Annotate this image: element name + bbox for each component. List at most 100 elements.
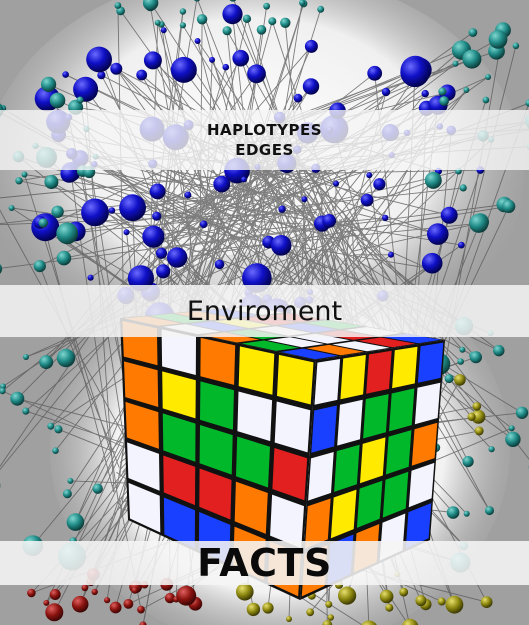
- network-node: [512, 42, 520, 50]
- network-node: [302, 78, 320, 95]
- network-node: [485, 506, 494, 516]
- network-node: [54, 425, 63, 434]
- network-node: [474, 426, 484, 436]
- network-node: [452, 60, 459, 67]
- cube-sticker: [200, 381, 234, 430]
- network-node: [488, 30, 508, 49]
- network-node: [33, 260, 46, 273]
- network-node: [439, 96, 449, 106]
- cube-sticker: [267, 337, 325, 348]
- network-node: [256, 25, 267, 35]
- network-node: [179, 22, 186, 29]
- network-node: [71, 595, 89, 613]
- cube-sticker: [274, 401, 311, 453]
- network-node: [270, 235, 292, 256]
- network-node: [184, 191, 192, 199]
- network-node: [232, 49, 249, 67]
- cube-sticker: [356, 480, 383, 528]
- network-node: [325, 600, 333, 608]
- network-node: [293, 93, 303, 103]
- network-node: [505, 431, 521, 447]
- network-node: [333, 180, 340, 187]
- edges-title: EDGES: [235, 141, 294, 159]
- cube-sticker: [385, 430, 412, 475]
- rubiks-cube-graphic: [120, 306, 445, 600]
- network-node: [385, 603, 394, 612]
- network-node: [360, 193, 374, 207]
- network-node: [213, 175, 231, 193]
- network-node: [10, 391, 25, 406]
- network-node: [155, 247, 168, 259]
- cube-sticker: [382, 471, 409, 518]
- network-node: [123, 599, 134, 609]
- cube-sticker: [363, 394, 389, 439]
- network-node: [41, 76, 57, 92]
- network-node: [317, 5, 325, 13]
- network-node: [421, 89, 429, 98]
- cube-sticker: [366, 350, 392, 394]
- network-node: [366, 172, 373, 179]
- network-node: [400, 57, 430, 88]
- network-node: [0, 264, 3, 274]
- cube-sticker: [241, 340, 299, 351]
- cube-sticker: [340, 354, 366, 400]
- network-node: [463, 510, 470, 517]
- network-node: [66, 513, 85, 531]
- network-node: [438, 87, 447, 96]
- network-node: [502, 199, 516, 213]
- network-node: [480, 596, 493, 608]
- network-node: [301, 196, 308, 203]
- network-node: [427, 223, 449, 245]
- cube-sticker: [162, 413, 196, 462]
- network-node: [119, 194, 146, 222]
- cube-sticker: [358, 337, 416, 348]
- network-node: [361, 620, 377, 625]
- network-node: [379, 589, 394, 604]
- network-node: [8, 205, 15, 211]
- cube-sticker: [332, 341, 390, 352]
- cube-sticker: [337, 399, 363, 446]
- network-node: [49, 589, 61, 600]
- network-node: [471, 409, 486, 424]
- network-node: [322, 214, 337, 228]
- network-node: [508, 425, 515, 432]
- network-node: [440, 206, 458, 224]
- network-node: [51, 205, 64, 218]
- network-node: [338, 586, 357, 605]
- network-node: [388, 251, 394, 258]
- network-node: [222, 26, 232, 36]
- network-node: [39, 355, 54, 370]
- cube-sticker: [417, 342, 444, 383]
- cube-sticker: [311, 405, 337, 453]
- cube-sticker: [280, 348, 338, 360]
- network-node: [143, 51, 162, 70]
- network-node: [222, 63, 230, 71]
- network-node: [194, 0, 200, 2]
- network-node: [108, 207, 116, 214]
- network-node: [179, 8, 187, 15]
- network-node: [445, 595, 464, 614]
- cube-sticker: [408, 462, 435, 508]
- network-node: [38, 218, 48, 228]
- network-node: [15, 177, 23, 185]
- network-node: [424, 171, 442, 189]
- cube-sticker: [334, 444, 360, 492]
- network-node: [176, 585, 197, 606]
- network-node: [525, 99, 529, 107]
- network-node: [280, 17, 291, 28]
- network-node: [49, 92, 66, 109]
- network-node: [488, 446, 495, 453]
- network-node: [114, 2, 122, 9]
- network-node: [485, 74, 492, 80]
- network-node: [47, 422, 55, 430]
- top-title-band: HAPLOTYPES EDGES: [0, 110, 529, 170]
- network-node: [381, 87, 391, 97]
- cube-sticker: [234, 481, 268, 534]
- network-node: [263, 2, 270, 10]
- network-node: [81, 584, 89, 592]
- network-node: [458, 241, 465, 249]
- network-node: [493, 344, 505, 357]
- network-node: [76, 96, 84, 104]
